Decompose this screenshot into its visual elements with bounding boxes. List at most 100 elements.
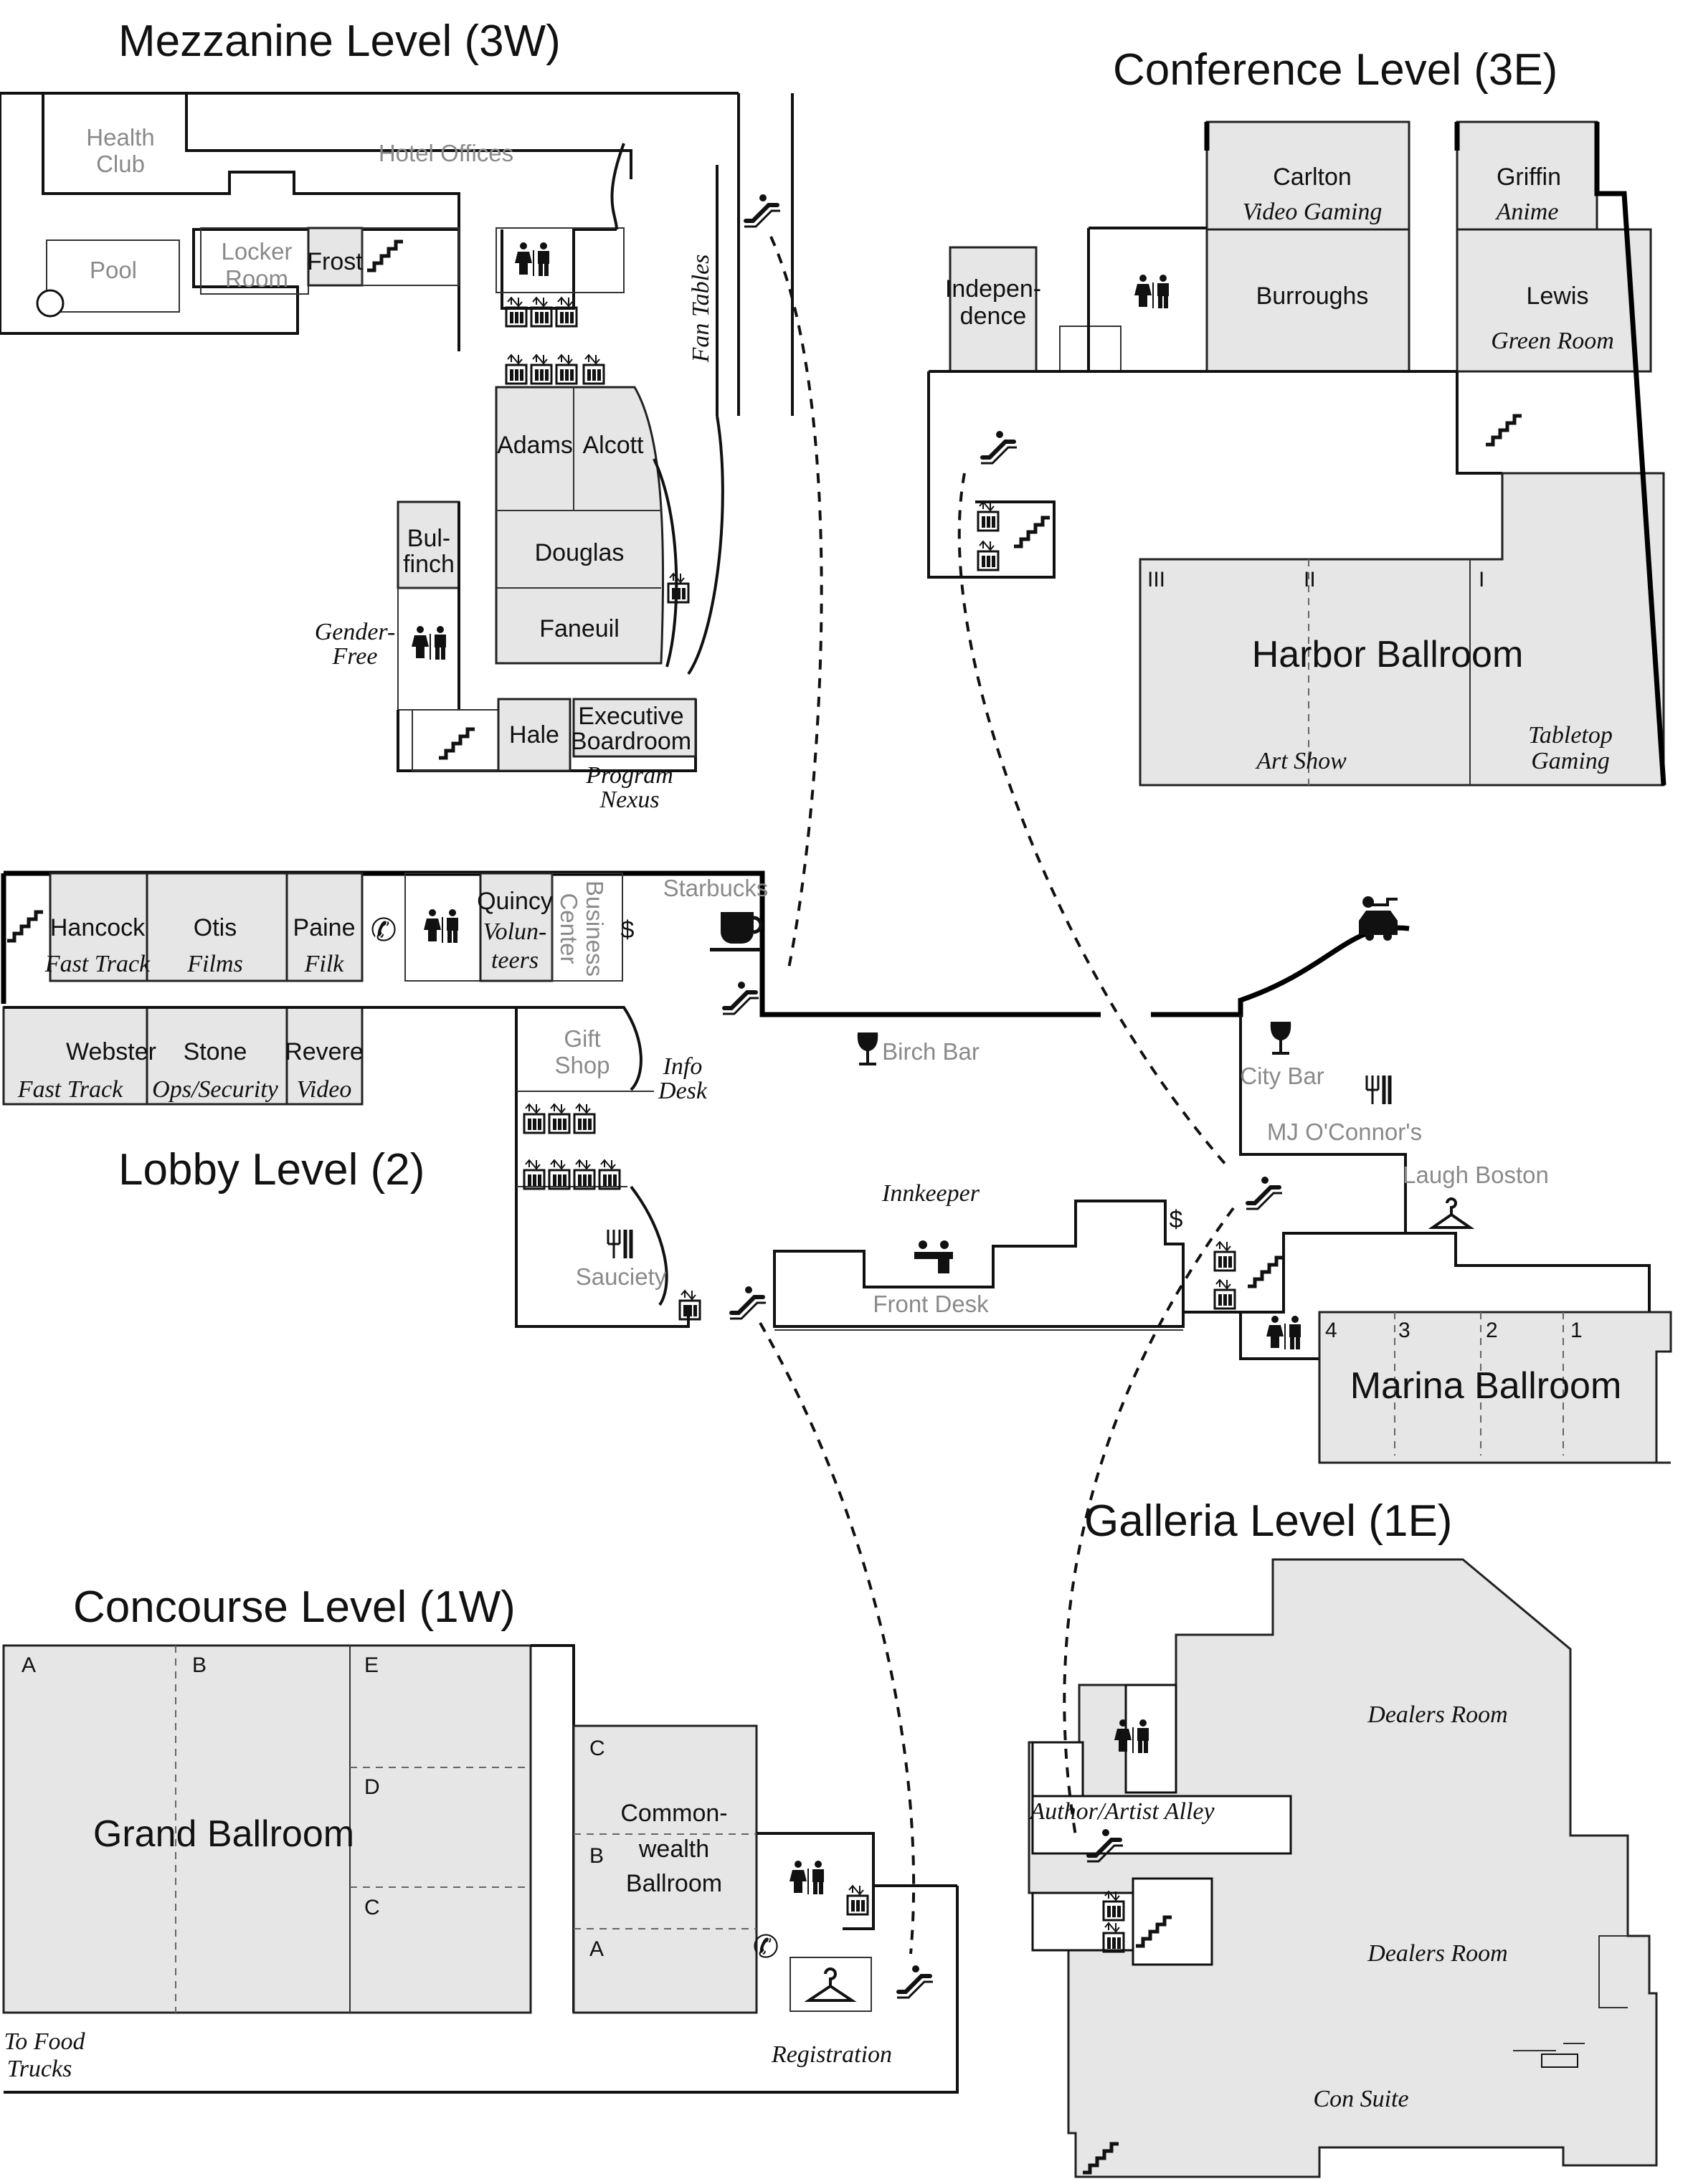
stairs-icon — [367, 242, 403, 270]
elevator-icon — [523, 1159, 546, 1190]
tabletop-gaming-label-2: Gaming — [1531, 748, 1610, 774]
dealers-room-label-2: Dealers Room — [1367, 1940, 1507, 1967]
hancock-use-label: Fast Track — [44, 951, 151, 977]
business-center-label-2: Center — [556, 893, 582, 964]
info-desk-label-1: Info — [663, 1053, 703, 1080]
elevator-icon — [678, 1289, 701, 1321]
douglas-room-label: Douglas — [535, 539, 625, 566]
paine-room-label: Paine — [293, 914, 356, 941]
bulfinch-room-label-2: finch — [403, 551, 455, 578]
phone-icon: ✆ — [753, 1929, 779, 1965]
innkeeper-label: Innkeeper — [881, 1180, 980, 1207]
front-desk-icon — [914, 1240, 953, 1273]
marina-section-3: 3 — [1398, 1319, 1410, 1342]
elevator-icon — [1213, 1240, 1236, 1272]
griffin-use-label: Anime — [1495, 199, 1559, 225]
alcott-room-label: Alcott — [582, 432, 644, 459]
lobby-level: Hancock Fast Track Otis Films Paine Filk… — [1, 870, 1672, 1464]
independence-room-label-1: Indepen- — [945, 275, 1041, 303]
starbucks-label: Starbucks — [663, 875, 769, 901]
elevator-icon — [598, 1159, 621, 1190]
grand-section-c: C — [364, 1896, 380, 1919]
webster-use-label: Fast Track — [17, 1076, 123, 1103]
faneuil-room-label: Faneuil — [539, 615, 620, 642]
galleria-level: Dealers Room Dealers Room Con Suite Auth… — [1028, 1558, 1658, 2178]
harbor-ballroom-label: Harbor Ballroom — [1252, 634, 1524, 675]
elevator-icon — [667, 572, 690, 604]
adams-room-label: Adams — [497, 432, 573, 459]
restroom-icon — [412, 626, 446, 660]
restroom-icon — [515, 242, 549, 276]
carlton-room-label: Carlton — [1273, 163, 1352, 191]
locker-room-label-1: Locker — [221, 238, 292, 265]
elevator-icon — [505, 296, 528, 328]
commonwealth-label-3: Ballroom — [626, 1870, 722, 1897]
wine-icon — [857, 1032, 878, 1065]
elevator-icon — [573, 1103, 596, 1134]
phone-icon: ✆ — [371, 912, 397, 949]
grand-ballroom-label: Grand Ballroom — [93, 1813, 354, 1855]
dealers-room-label-1: Dealers Room — [1367, 1701, 1507, 1728]
registration-label: Registration — [771, 2041, 892, 2068]
grand-section-e: E — [364, 1653, 379, 1677]
gift-shop-label-2: Shop — [554, 1052, 610, 1078]
stairs-icon — [1248, 1258, 1284, 1286]
marina-section-1: 1 — [1570, 1319, 1583, 1342]
webster-room-label: Webster — [66, 1038, 156, 1065]
independence-room-label-2: dence — [960, 303, 1027, 330]
health-club-label-2: Club — [96, 151, 145, 177]
elevator-icon — [977, 500, 1000, 532]
escalator-icon — [1246, 1177, 1282, 1209]
frost-room-label: Frost — [307, 248, 363, 275]
escalator-icon — [744, 194, 780, 227]
elevator-icon — [548, 1103, 571, 1134]
gift-shop-label-1: Gift — [564, 1025, 600, 1052]
coat-check-icon — [804, 1967, 857, 2002]
atm-dollar: $ — [1170, 1206, 1183, 1233]
to-food-trucks-label-1: To Food — [4, 2028, 85, 2055]
stairs-icon — [7, 912, 43, 941]
burroughs-room-label: Burroughs — [1256, 283, 1369, 310]
gender-free-label-2: Free — [332, 643, 378, 670]
marina-section-2: 2 — [1486, 1319, 1498, 1342]
harbor-section-ii: II — [1304, 568, 1316, 592]
grand-section-b: B — [192, 1653, 207, 1677]
mezzanine-level-title: Mezzanine Level (3W) — [118, 16, 561, 66]
marina-ballroom-label: Marina Ballroom — [1350, 1365, 1622, 1407]
hancock-room-label: Hancock — [50, 914, 146, 941]
lobby-level-title: Lobby Level (2) — [118, 1145, 425, 1195]
stairs-icon — [1014, 518, 1050, 546]
tabletop-gaming-label-1: Tabletop — [1528, 722, 1613, 749]
city-bar-label: City Bar — [1240, 1063, 1324, 1089]
stone-use-label: Ops/Security — [152, 1076, 279, 1103]
restroom-icon — [1266, 1316, 1301, 1349]
elevator-icon — [1213, 1278, 1236, 1310]
elevator-icon — [582, 353, 605, 385]
restroom-icon — [424, 909, 458, 943]
art-show-label: Art Show — [1255, 748, 1347, 774]
harbor-section-i: I — [1479, 568, 1484, 592]
escalator-icon — [723, 982, 759, 1014]
business-center-atm-dollar: $ — [621, 916, 635, 944]
revere-room-label: Revere — [285, 1038, 364, 1065]
program-nexus-label-2: Nexus — [599, 787, 659, 813]
program-nexus-label-1: Program — [585, 762, 673, 789]
commonwealth-label-2: wealth — [638, 1836, 709, 1863]
griffin-room-label: Griffin — [1497, 163, 1561, 191]
grand-section-d: D — [364, 1775, 380, 1799]
info-desk-label-2: Desk — [658, 1078, 708, 1104]
escalator-icon — [897, 1965, 933, 1998]
mezzanine-level: Health Club Hotel Offices Pool Locker Ro… — [0, 92, 794, 813]
elevator-icon — [530, 353, 553, 385]
elevator-icon — [555, 353, 578, 385]
restroom-icon — [1134, 275, 1169, 308]
executive-boardroom-label-2: Boardroom — [571, 728, 691, 755]
valet-car-icon — [1359, 896, 1398, 941]
coffee-icon — [710, 912, 763, 951]
stairs-icon — [1486, 416, 1522, 445]
hale-room-label: Hale — [509, 721, 559, 749]
coat-check-icon — [1428, 1197, 1475, 1229]
elevator-icon — [573, 1159, 596, 1190]
otis-room-label: Otis — [194, 914, 237, 941]
